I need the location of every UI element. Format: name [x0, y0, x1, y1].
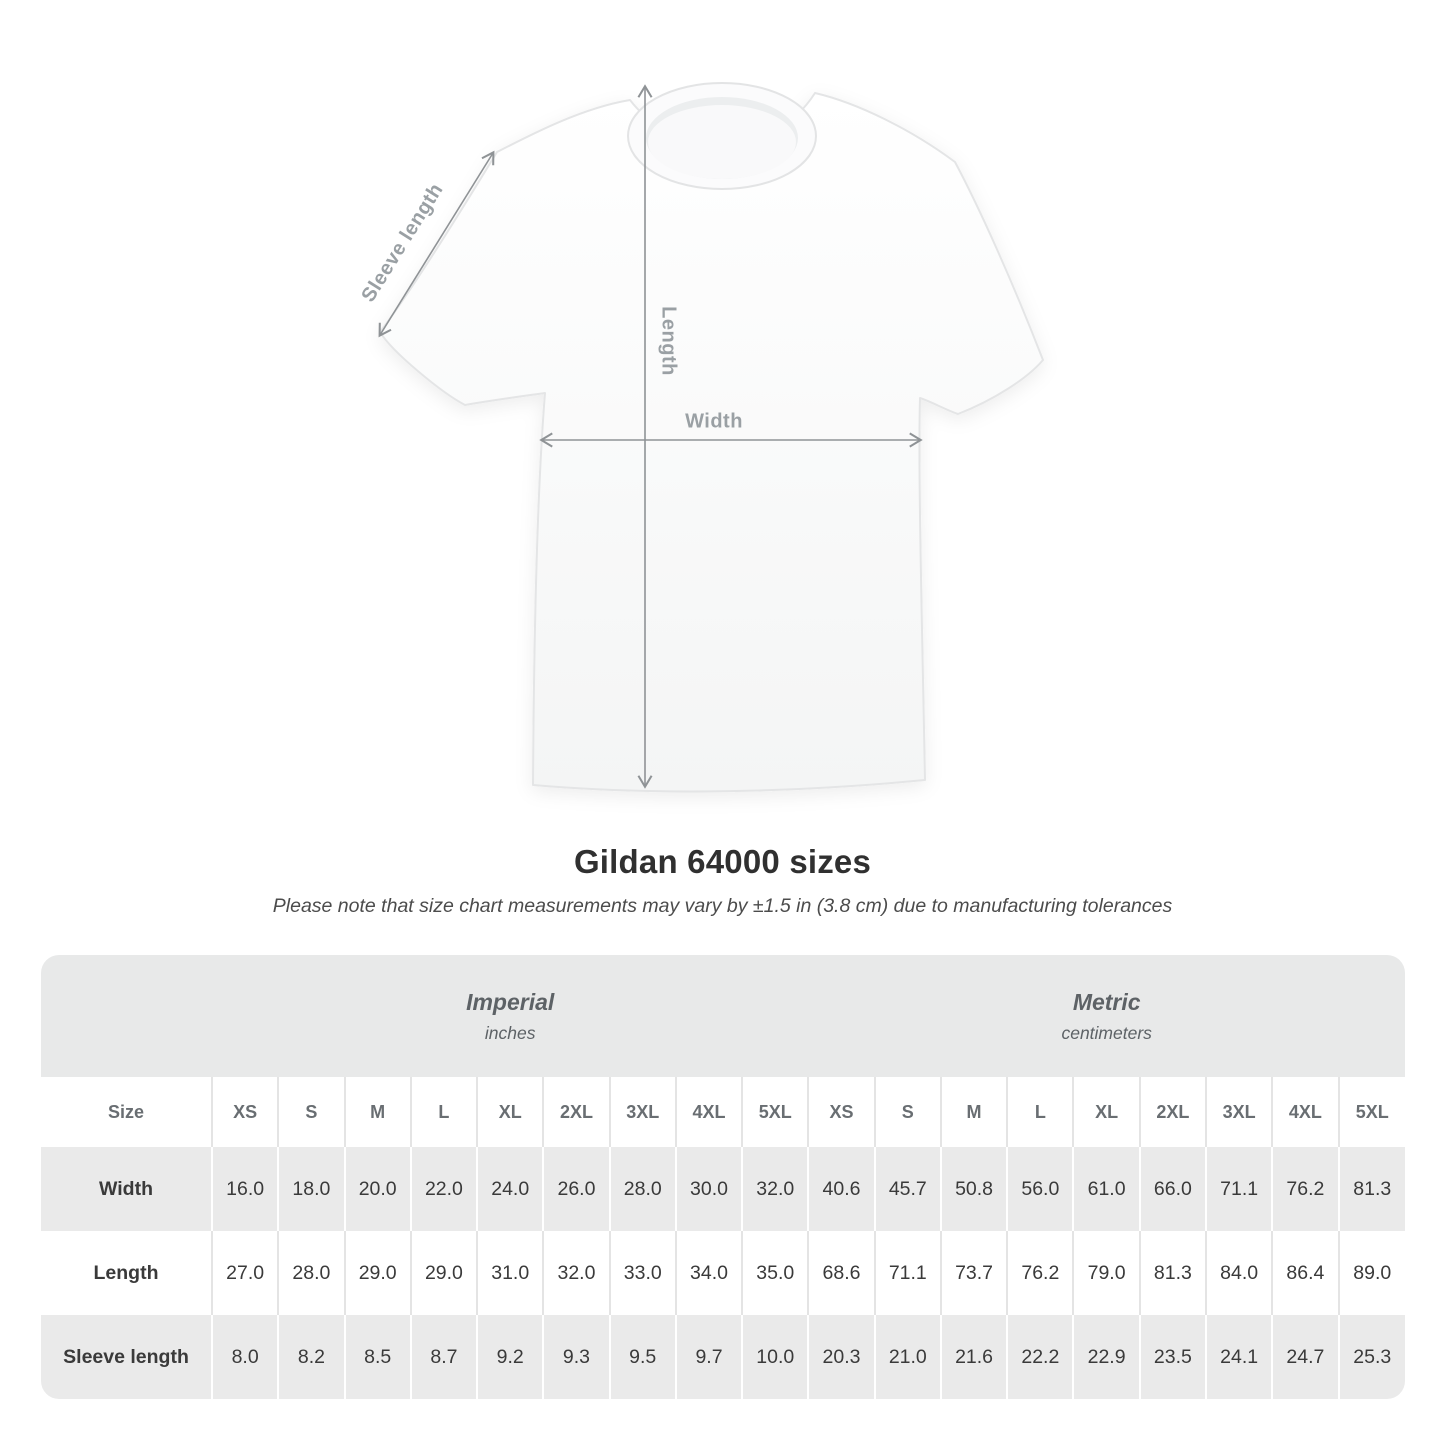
corner-cell [41, 955, 212, 1077]
size-col-header: M [343, 1077, 411, 1147]
imperial-title: Imperial [466, 988, 555, 1015]
value-cell: 66.0 [1138, 1147, 1206, 1231]
tshirt-diagram [378, 82, 1044, 793]
size-col-header: XL [476, 1077, 544, 1147]
page-title: Gildan 64000 sizes [573, 843, 872, 880]
value-cell: 18.0 [277, 1147, 345, 1231]
value-cell: 40.6 [807, 1147, 875, 1231]
value-cell: 71.1 [873, 1231, 941, 1315]
row-label: Sleeve length [63, 1345, 189, 1368]
size-col-header: 5XL [1337, 1077, 1405, 1147]
value-cell: 8.5 [343, 1315, 411, 1399]
size-col-header: 4XL [1271, 1077, 1339, 1147]
value-cell: 76.2 [1271, 1147, 1339, 1231]
value-cell: 8.2 [277, 1315, 345, 1399]
value-cell: 24.0 [476, 1147, 544, 1231]
imperial-subtitle: inches [484, 1022, 536, 1043]
row-label: Length [93, 1261, 159, 1284]
value-cell: 27.0 [210, 1231, 279, 1315]
size-col-header: S [873, 1077, 941, 1147]
tolerance-note: Please note that size chart measurements… [272, 895, 1173, 917]
size-col-header: 5XL [741, 1077, 809, 1147]
size-col-header: XS [807, 1077, 875, 1147]
size-header-row: Size XS S M L XL 2XL 3XL 4XL 5XL XS S M … [41, 1077, 1405, 1147]
sleeve-length-row: Sleeve length 8.0 8.2 8.5 8.7 9.2 9.3 9.… [41, 1315, 1405, 1399]
value-cell: 21.6 [939, 1315, 1008, 1399]
value-cell: 29.0 [409, 1231, 478, 1315]
size-col-header: S [277, 1077, 345, 1147]
value-cell: 20.3 [807, 1315, 875, 1399]
value-cell: 61.0 [1072, 1147, 1140, 1231]
value-cell: 34.0 [674, 1231, 743, 1315]
value-cell: 22.2 [1006, 1315, 1074, 1399]
value-cell: 45.7 [873, 1147, 941, 1231]
length-label: Length [657, 306, 680, 376]
value-cell: 9.2 [476, 1315, 544, 1399]
size-col-header: 3XL [608, 1077, 676, 1147]
size-table: Imperial inches Metric centimeters Size … [41, 955, 1405, 1399]
size-col-header: XS [210, 1077, 279, 1147]
tshirt-body [379, 92, 1044, 793]
imperial-group-header: Imperial inches [212, 955, 808, 1077]
value-cell: 33.0 [608, 1231, 676, 1315]
value-cell: 9.3 [542, 1315, 610, 1399]
value-cell: 8.7 [409, 1315, 478, 1399]
value-cell: 16.0 [210, 1147, 279, 1231]
value-cell: 20.0 [343, 1147, 411, 1231]
value-cell: 32.0 [542, 1231, 610, 1315]
value-cell: 68.6 [807, 1231, 875, 1315]
value-cell: 50.8 [939, 1147, 1008, 1231]
tshirt-collar-inner [648, 105, 796, 179]
value-cell: 30.0 [674, 1147, 743, 1231]
row-label: Width [99, 1177, 153, 1200]
size-header-label: Size [107, 1101, 145, 1122]
size-col-header: XL [1072, 1077, 1140, 1147]
size-col-header: L [1006, 1077, 1074, 1147]
value-cell: 8.0 [210, 1315, 279, 1399]
metric-group-header: Metric centimeters [808, 955, 1405, 1077]
value-cell: 22.0 [409, 1147, 478, 1231]
sleeve-length-arrow [378, 150, 495, 338]
size-col-header: M [939, 1077, 1008, 1147]
value-cell: 35.0 [741, 1231, 809, 1315]
value-cell: 10.0 [741, 1315, 809, 1399]
value-cell: 81.3 [1337, 1147, 1405, 1231]
value-cell: 29.0 [343, 1231, 411, 1315]
value-cell: 9.7 [674, 1315, 743, 1399]
value-cell: 71.1 [1204, 1147, 1273, 1231]
size-col-header: L [409, 1077, 478, 1147]
size-col-header: 2XL [542, 1077, 610, 1147]
metric-subtitle: centimeters [1061, 1022, 1152, 1043]
value-cell: 32.0 [741, 1147, 809, 1231]
value-cell: 89.0 [1337, 1231, 1405, 1315]
size-col-header: 4XL [674, 1077, 743, 1147]
size-col-header: 2XL [1138, 1077, 1206, 1147]
size-table-grid: Imperial inches Metric centimeters Size … [41, 955, 1405, 1399]
length-row: Length 27.0 28.0 29.0 29.0 31.0 32.0 33.… [41, 1231, 1405, 1315]
value-cell: 73.7 [939, 1231, 1008, 1315]
value-cell: 24.7 [1271, 1315, 1339, 1399]
value-cell: 22.9 [1072, 1315, 1140, 1399]
value-cell: 9.5 [608, 1315, 676, 1399]
value-cell: 79.0 [1072, 1231, 1140, 1315]
value-cell: 56.0 [1006, 1147, 1074, 1231]
size-col-header: 3XL [1204, 1077, 1273, 1147]
width-label: Width [685, 410, 743, 433]
value-cell: 76.2 [1006, 1231, 1074, 1315]
metric-title: Metric [1072, 988, 1141, 1015]
value-cell: 81.3 [1138, 1231, 1206, 1315]
value-cell: 25.3 [1337, 1315, 1405, 1399]
value-cell: 24.1 [1204, 1315, 1273, 1399]
value-cell: 86.4 [1271, 1231, 1339, 1315]
value-cell: 84.0 [1204, 1231, 1273, 1315]
value-cell: 21.0 [873, 1315, 941, 1399]
value-cell: 28.0 [277, 1231, 345, 1315]
value-cell: 26.0 [542, 1147, 610, 1231]
unit-group-row: Imperial inches Metric centimeters [41, 955, 1405, 1077]
value-cell: 31.0 [476, 1231, 544, 1315]
value-cell: 23.5 [1138, 1315, 1206, 1399]
value-cell: 28.0 [608, 1147, 676, 1231]
width-row: Width 16.0 18.0 20.0 22.0 24.0 26.0 28.0… [41, 1147, 1405, 1231]
